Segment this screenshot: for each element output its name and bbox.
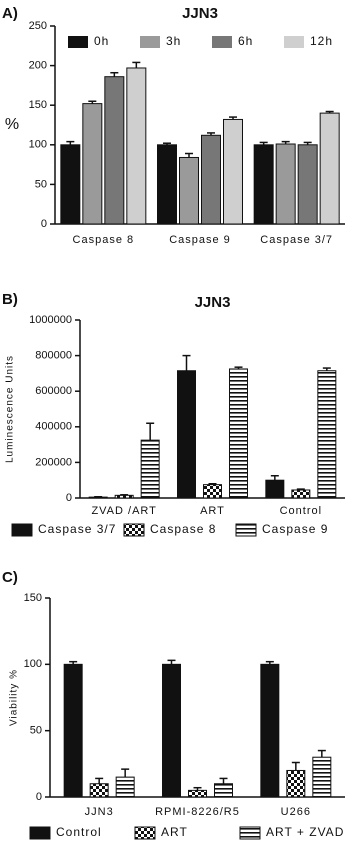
y-tick-label: 100: [29, 139, 47, 151]
y-tick-label: 400000: [35, 421, 72, 433]
bar: [82, 103, 103, 225]
y-axis-label: Luminescence Units: [5, 355, 16, 463]
bar: [286, 769, 306, 798]
y-tick-label: 800000: [35, 350, 72, 362]
bar: [60, 144, 81, 225]
x-tick-label: ZVAD /ART: [91, 505, 156, 517]
legend-swatch: [284, 36, 304, 48]
bar: [201, 134, 221, 225]
x-tick-label: Caspase 9: [169, 234, 231, 246]
y-tick-label: 150: [24, 592, 42, 604]
legend-label: Control: [56, 825, 102, 839]
bar: [157, 144, 177, 225]
legend-swatch: [68, 36, 88, 48]
x-tick-label: ART: [200, 505, 225, 517]
y-tick-label: 50: [35, 178, 47, 190]
x-tick-label: RPMI-8226/R5: [155, 806, 240, 818]
bar: [115, 776, 135, 798]
legend-swatch: [29, 826, 51, 840]
panel-label: B): [2, 291, 18, 308]
panel-label: C): [2, 569, 18, 586]
y-axis-label: Viability %: [9, 669, 20, 726]
bar: [275, 143, 296, 225]
y-tick-label: 150: [29, 99, 47, 111]
y-tick-label: 600000: [35, 385, 72, 397]
legend-label: Caspase 3/7: [38, 522, 116, 536]
y-axis-label: %: [5, 116, 19, 133]
bar: [319, 112, 340, 225]
y-tick-label: 0: [66, 492, 72, 504]
bar: [214, 783, 233, 798]
bar: [104, 76, 125, 225]
x-tick-label: Caspase 3/7: [260, 234, 333, 246]
bar: [126, 67, 147, 225]
y-tick-label: 1000000: [29, 314, 72, 326]
bar: [162, 663, 181, 798]
legend-swatch: [123, 523, 145, 537]
legend-label: ART + ZVAD: [266, 825, 344, 839]
legend-label: 0h: [94, 34, 109, 48]
legend-swatch: [140, 36, 160, 48]
bar: [188, 789, 207, 798]
bar: [177, 370, 196, 499]
legend-swatch: [212, 36, 232, 48]
bar: [297, 144, 318, 225]
legend-label: Caspase 8: [150, 522, 216, 536]
bar: [140, 439, 160, 499]
bar: [179, 156, 199, 225]
x-tick-label: JJN3: [85, 806, 114, 818]
bar: [89, 783, 109, 798]
y-tick-label: 200: [29, 60, 47, 72]
bar: [63, 663, 83, 798]
bar: [291, 489, 311, 499]
bar: [203, 484, 222, 499]
chart-title: JJN3: [182, 5, 218, 22]
legend-label: 6h: [238, 34, 253, 48]
bar: [223, 118, 243, 225]
y-tick-label: 100: [24, 658, 42, 670]
bar: [312, 756, 332, 798]
y-tick-label: 200000: [35, 456, 72, 468]
legend-swatch: [235, 523, 257, 537]
x-tick-label: Control: [280, 505, 322, 517]
chart-title: JJN3: [195, 294, 231, 311]
legend-label: Caspase 9: [262, 522, 328, 536]
bar: [260, 663, 280, 798]
legend-label: 3h: [166, 34, 181, 48]
legend-label: ART: [161, 825, 188, 839]
y-tick-label: 0: [41, 218, 47, 230]
legend-swatch: [239, 826, 261, 840]
bar: [114, 494, 134, 499]
panel-label: A): [2, 5, 18, 22]
y-tick-label: 250: [29, 20, 47, 32]
bar: [317, 370, 337, 499]
bar: [253, 144, 274, 225]
legend-swatch: [134, 826, 156, 840]
legend-swatch: [11, 523, 33, 537]
bar: [229, 368, 248, 499]
legend-label: 12h: [310, 34, 333, 48]
y-tick-label: 50: [30, 725, 42, 737]
bar: [265, 479, 285, 499]
x-tick-label: U266: [281, 806, 311, 818]
x-tick-label: Caspase 8: [73, 234, 135, 246]
y-tick-label: 0: [36, 791, 42, 803]
